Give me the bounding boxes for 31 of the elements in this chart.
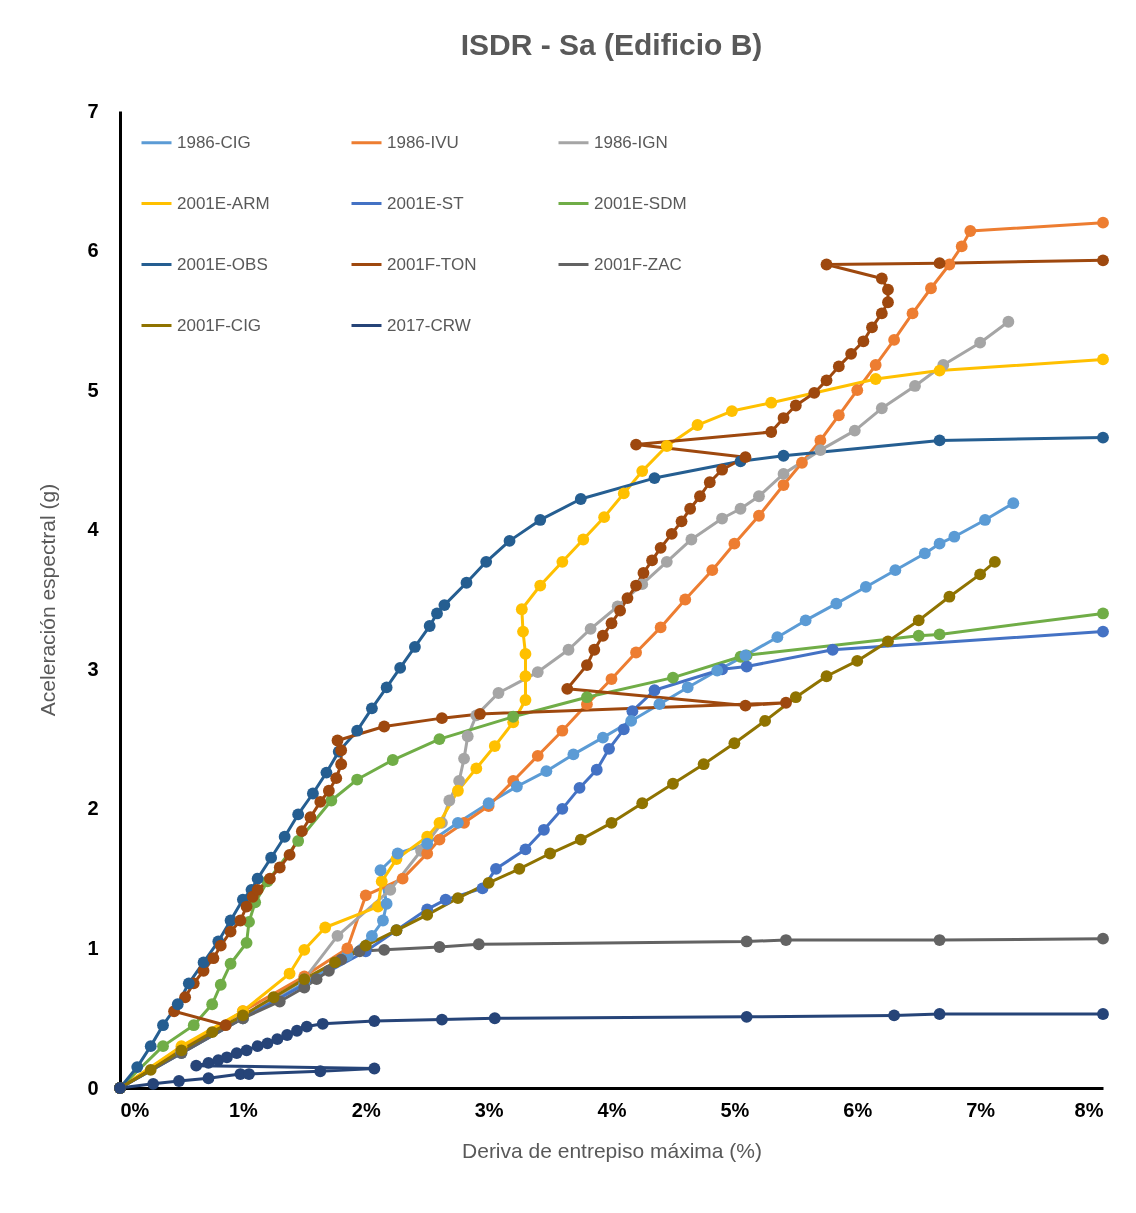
legend-label: 2001E-SDM xyxy=(594,193,687,213)
legend-label: 2001E-ST xyxy=(387,193,464,213)
x-tick-label: 0% xyxy=(120,1098,150,1121)
legend-label: 2001E-OBS xyxy=(177,254,268,274)
x-tick-label: 3% xyxy=(474,1098,504,1121)
legend-label: 1986-IGN xyxy=(594,132,668,152)
y-tick-label: 2 xyxy=(87,797,99,820)
x-tick-label: 8% xyxy=(1074,1098,1104,1121)
legend-label: 2001F-CIG xyxy=(177,315,262,335)
legend-label: 2001F-TON xyxy=(387,254,477,274)
y-tick-label: 0 xyxy=(87,1076,99,1099)
x-tick-label: 4% xyxy=(597,1098,627,1121)
x-tick-label: 5% xyxy=(720,1098,750,1121)
legend-label: 2017-CRW xyxy=(387,315,471,335)
legend-label: 2001F-ZAC xyxy=(594,254,682,274)
x-tick-label: 1% xyxy=(228,1098,259,1121)
chart-title: ISDR - Sa (Edificio B) xyxy=(460,28,763,61)
legend-label: 1986-CIG xyxy=(177,132,251,152)
x-axis-title: Deriva de entrepiso máxima (%) xyxy=(462,1138,762,1162)
legend-label: 1986-IVU xyxy=(387,132,459,152)
y-tick-label: 4 xyxy=(87,518,100,541)
x-tick-label: 2% xyxy=(351,1098,381,1121)
y-tick-label: 6 xyxy=(87,239,99,262)
x-tick-label: 7% xyxy=(966,1098,996,1121)
y-tick-label: 3 xyxy=(87,657,99,680)
y-tick-label: 1 xyxy=(87,936,99,959)
legend-label: 2001E-ARM xyxy=(177,193,270,213)
y-tick-label: 7 xyxy=(87,99,99,122)
y-tick-label: 5 xyxy=(87,378,99,401)
y-axis-title: Aceleración espectral (g) xyxy=(36,483,60,717)
x-tick-label: 6% xyxy=(843,1098,873,1121)
